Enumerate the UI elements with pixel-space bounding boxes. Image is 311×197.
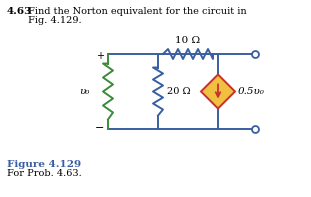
Text: 10 Ω: 10 Ω	[175, 36, 201, 45]
Text: 20 Ω: 20 Ω	[167, 87, 191, 96]
Text: +: +	[96, 50, 104, 60]
Text: For Prob. 4.63.: For Prob. 4.63.	[7, 169, 82, 178]
Text: Figure 4.129: Figure 4.129	[7, 160, 81, 169]
Polygon shape	[201, 74, 235, 109]
Text: Find the Norton equivalent for the circuit in: Find the Norton equivalent for the circu…	[28, 7, 247, 16]
Text: −: −	[95, 123, 105, 133]
Text: υ₀: υ₀	[80, 87, 90, 96]
Text: Fig. 4.129.: Fig. 4.129.	[28, 16, 81, 25]
Text: 0.5υ₀: 0.5υ₀	[238, 87, 265, 96]
Text: 4.63: 4.63	[7, 7, 32, 16]
